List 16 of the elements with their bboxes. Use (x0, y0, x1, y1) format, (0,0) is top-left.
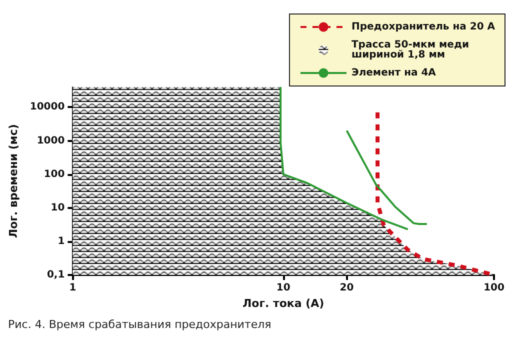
y-tick-label: 10 (50, 202, 65, 214)
x-tick-label: 10 (276, 282, 290, 294)
legend-label: Предохранитель на 20 А (351, 22, 496, 32)
y-tick-label: 10000 (30, 102, 65, 113)
x-tick-label: 1 (69, 282, 76, 294)
x-tick-label: 100 (484, 282, 504, 294)
y-tick-label: 1 (58, 236, 65, 247)
y-tick-label: 0,1 (46, 270, 65, 280)
y-tick-label: 100 (44, 168, 65, 180)
y-tick-label: 1000 (36, 135, 65, 146)
legend-label: Элемент на 4А (351, 68, 436, 78)
y-axis-title: Лог. времени (мс) (7, 124, 20, 238)
x-tick-label: 20 (340, 282, 354, 294)
x-axis-title: Лог. тока (А) (242, 296, 324, 310)
legend-label: Трасса 50-мкм меди шириной 1,8 мм (351, 40, 470, 60)
text: Рис. 4. Время срабатывания предохранителя (8, 318, 272, 331)
